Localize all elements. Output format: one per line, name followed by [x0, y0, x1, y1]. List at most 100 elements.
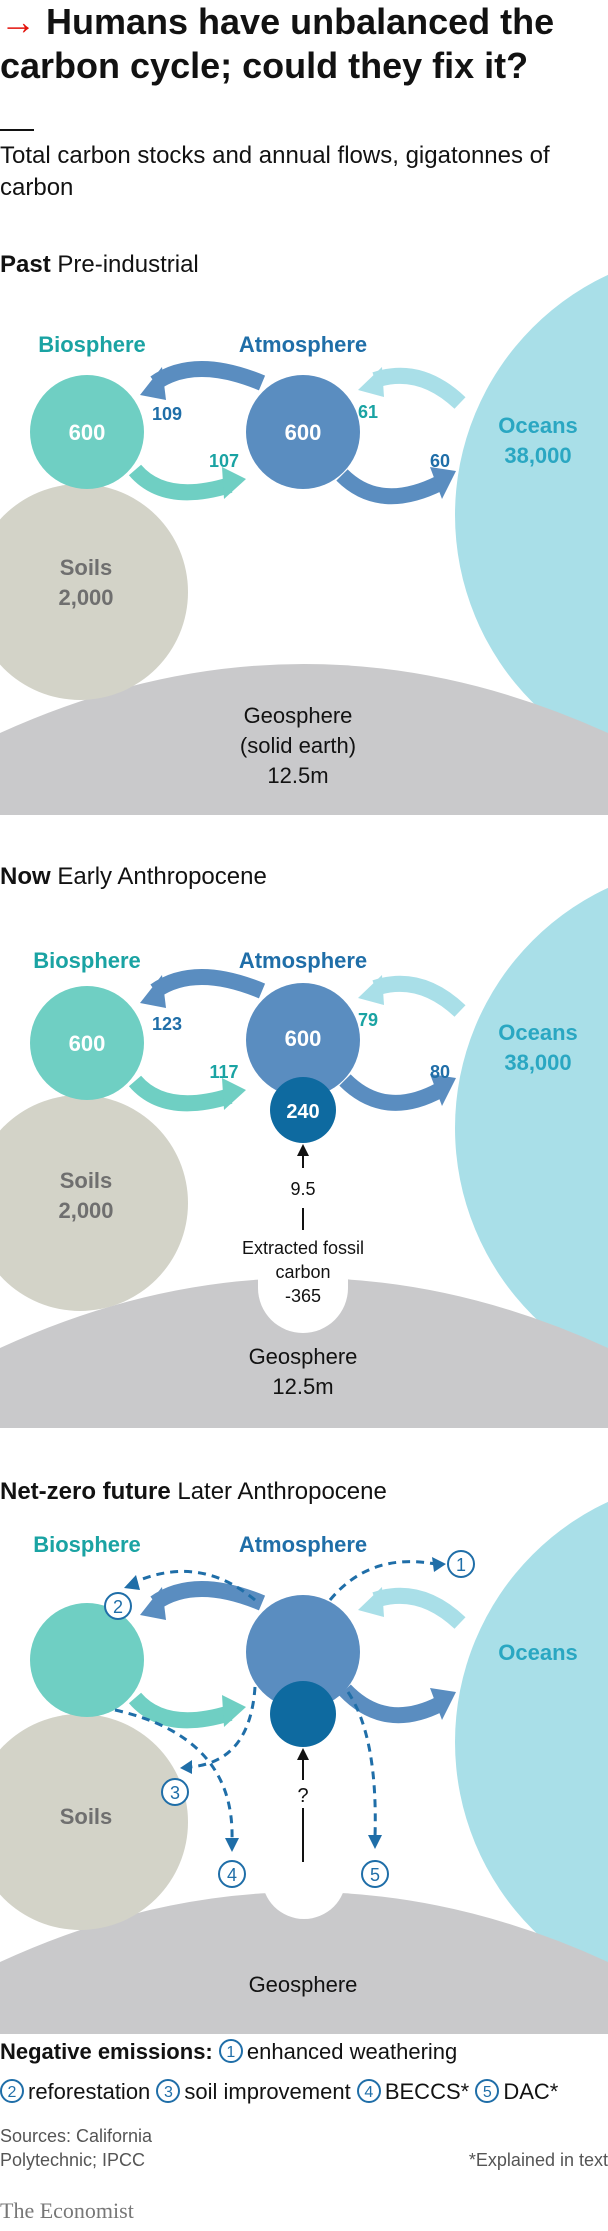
- flow-ocean-to-atm-arrow: [372, 367, 466, 409]
- flow-ocean-to-atm-arrow: [372, 975, 466, 1017]
- extraction-notch: [262, 1862, 346, 1919]
- fossil-flow-value: ?: [297, 1785, 308, 1807]
- atmosphere-label: Atmosphere: [239, 948, 367, 973]
- flow-atm-to-ocean-arrow: [336, 469, 444, 505]
- dashed-path-5: [346, 1691, 377, 1838]
- fossil-carbon-circle: [270, 1077, 336, 1143]
- atmosphere-label: Atmosphere: [239, 332, 367, 357]
- headline: → Humans have unbalanced the carbon cycl…: [0, 0, 600, 88]
- marker-number: 2: [113, 1597, 123, 1617]
- oceans-circle: [455, 1501, 608, 1983]
- legend-label-3: soil improvement: [184, 2079, 351, 2104]
- biosphere-label: Biosphere: [38, 332, 146, 357]
- marker-1: 1: [447, 1550, 475, 1578]
- oceans-label: Oceans: [498, 1020, 578, 1045]
- atmosphere-label: Atmosphere: [239, 1532, 367, 1557]
- dashed-path-4: [114, 1708, 234, 1841]
- arrowhead-icon: [140, 367, 166, 400]
- atmosphere-circle: [246, 1595, 360, 1709]
- flow-atm-to-bio-arrow: [150, 1581, 266, 1611]
- oceans-label: Oceans: [498, 1640, 578, 1665]
- legend-label-2: reforestation: [28, 2079, 151, 2104]
- legend-num-2: 2: [0, 2079, 24, 2103]
- flow-label-atm-to-bio: 109: [152, 404, 182, 424]
- geosphere-shape: [0, 664, 608, 815]
- red-arrow-icon: →: [0, 1, 36, 42]
- biosphere-circle: [30, 375, 144, 489]
- biosphere-value: 600: [69, 420, 106, 445]
- legend-num-3: 3: [156, 2079, 181, 2103]
- label-backdrop: [290, 1780, 316, 1808]
- extracted-fossil-notch: [258, 1268, 348, 1333]
- section-title-now: Now Early Anthropocene: [0, 862, 267, 892]
- biosphere-label: Biosphere: [33, 1532, 141, 1557]
- arrowhead-icon: [297, 1144, 309, 1156]
- soils-label: Soils: [60, 1804, 113, 1829]
- biosphere-circle: [30, 1603, 144, 1717]
- legend-line2: 2 reforestation 3 soil improvement 4 BECCS*…: [0, 2078, 558, 2106]
- marker-number: 1: [456, 1555, 466, 1575]
- flow-label-ocean-to-atm: 61: [358, 402, 378, 422]
- soils-value: 2,000: [58, 1198, 113, 1223]
- legend-line1: Negative emissions: 1 enhanced weathering: [0, 2038, 457, 2066]
- legend-num-1: 1: [218, 2039, 243, 2063]
- flow-bio-to-atm-arrow: [128, 464, 233, 501]
- soils-label: Soils: [60, 1168, 113, 1193]
- marker-number: 5: [370, 1865, 380, 1885]
- flow-label-atm-to-bio: 123: [152, 1014, 182, 1034]
- oceans-circle: [455, 887, 608, 1369]
- headline-text: Humans have unbalanced the carbon cycle;…: [0, 1, 555, 86]
- flow-atm-to-bio-arrow: [150, 361, 266, 391]
- marker-4: 4: [218, 1860, 246, 1888]
- atmosphere-value: 600: [285, 1026, 322, 1051]
- flow-label-ocean-to-atm: 79: [358, 1010, 378, 1030]
- past-diagram: Biosphere Atmosphere 600 600 Oceans 38,0…: [0, 274, 608, 815]
- marker-number: 4: [227, 1865, 237, 1885]
- fossil-in-atmosphere-value: 240: [286, 1101, 319, 1123]
- soils-circle: [0, 1714, 188, 1930]
- arrowhead-icon: [222, 1078, 246, 1110]
- marker-number: 3: [170, 1783, 180, 1803]
- geosphere-value: 12.5m: [267, 763, 328, 788]
- atmosphere-circle: [246, 983, 360, 1097]
- soils-label: Soils: [60, 555, 113, 580]
- flow-label-bio-to-atm: 107: [209, 451, 239, 471]
- oceans-circle: [455, 274, 608, 756]
- legend-num-5: 5: [475, 2079, 500, 2103]
- subtitle: Total carbon stocks and annual flows, gi…: [0, 142, 550, 201]
- flow-atm-to-ocean-arrow: [339, 1074, 444, 1111]
- extracted-fossil-label-line2: carbon: [275, 1262, 330, 1282]
- sources: Sources: California Polytechnic; IPCC: [0, 2126, 153, 2170]
- section-title-future: Net-zero future Later Anthropocene: [0, 1477, 387, 1507]
- arrowhead-icon: [368, 1835, 382, 1849]
- arrowhead-icon: [430, 1074, 456, 1106]
- arrowhead-icon: [297, 1748, 309, 1760]
- oceans-value: 38,000: [504, 1050, 571, 1075]
- arrowhead-icon: [140, 1587, 166, 1620]
- oceans-value: 38,000: [504, 443, 571, 468]
- divider: [0, 129, 34, 131]
- flow-atm-to-ocean-arrow: [339, 1684, 444, 1724]
- biosphere-circle: [30, 986, 144, 1100]
- extracted-fossil-value: -365: [285, 1286, 321, 1306]
- geosphere-value: 12.5m: [272, 1374, 333, 1399]
- flow-label-atm-to-ocean: 60: [430, 451, 450, 471]
- arrowhead-icon: [222, 1695, 246, 1727]
- brand-logo: The Economist: [0, 2198, 134, 2223]
- geosphere-shape: [0, 1892, 608, 2034]
- flow-label-atm-to-ocean: 80: [430, 1062, 450, 1082]
- extracted-fossil-label-line1: Extracted fossil: [242, 1238, 364, 1258]
- fossil-flow-value: 9.5: [290, 1179, 315, 1199]
- section-title-rest: Pre-industrial: [57, 251, 199, 278]
- legend-label-1: enhanced weathering: [246, 2039, 458, 2064]
- arrowhead-icon: [358, 1587, 384, 1617]
- arrowhead-icon: [180, 1760, 192, 1774]
- legend-num-4: 4: [356, 2079, 381, 2103]
- atmosphere-value: 600: [285, 420, 322, 445]
- section-title-bold: Now: [0, 863, 51, 890]
- legend-label-5: DAC*: [503, 2079, 559, 2104]
- marker-5: 5: [361, 1860, 389, 1888]
- geosphere-shape: [0, 1278, 608, 1428]
- legend-label-4: BECCS*: [384, 2079, 470, 2104]
- geosphere-sublabel: (solid earth): [240, 733, 356, 758]
